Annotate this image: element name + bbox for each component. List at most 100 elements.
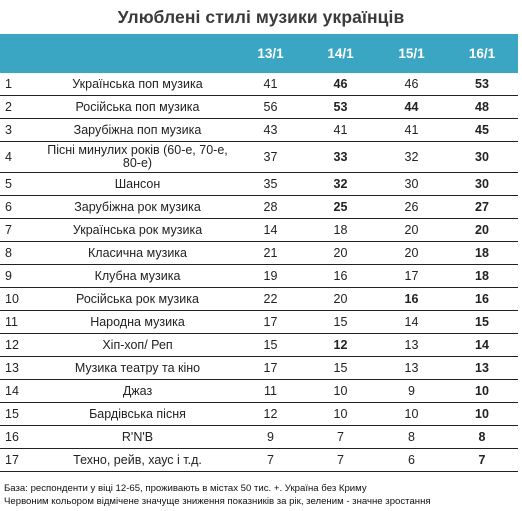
table-row: 8 Класична музика 21 20 20 18 [0, 241, 518, 265]
music-style-name: Класична музика [38, 241, 237, 265]
column-header: 16/1 [446, 34, 518, 73]
row-index: 14 [0, 379, 38, 403]
value-cell: 20 [377, 218, 446, 242]
row-index: 12 [0, 333, 38, 357]
row-index: 9 [0, 264, 38, 288]
value-cell: 20 [304, 287, 377, 311]
value-cell: 19 [237, 264, 304, 288]
value-cell: 26 [377, 195, 446, 219]
table-row: 16 R'N'B 9 7 8 8 [0, 425, 518, 449]
value-cell: 8 [377, 425, 446, 449]
value-cell: 32 [377, 141, 446, 173]
column-header: 14/1 [304, 34, 377, 73]
table-row: 3 Зарубіжна поп музика 43 41 41 45 [0, 118, 518, 142]
value-cell: 7 [446, 448, 518, 472]
value-cell: 56 [237, 95, 304, 119]
column-header: 13/1 [237, 34, 304, 73]
value-cell: 48 [446, 95, 518, 119]
value-cell: 41 [377, 118, 446, 142]
value-cell: 33 [304, 141, 377, 173]
table-row: 12 Хіп-хоп/ Реп 15 12 13 14 [0, 333, 518, 357]
row-index: 6 [0, 195, 38, 219]
value-cell: 37 [237, 141, 304, 173]
value-cell: 15 [304, 356, 377, 380]
table-row: 15 Бардівська пісня 12 10 10 10 [0, 402, 518, 426]
value-cell: 8 [446, 425, 518, 449]
music-style-name: Українська поп музика [38, 73, 237, 96]
value-cell: 22 [237, 287, 304, 311]
value-cell: 45 [446, 118, 518, 142]
value-cell: 15 [304, 310, 377, 334]
music-style-name: Джаз [38, 379, 237, 403]
value-cell: 41 [304, 118, 377, 142]
value-cell: 21 [237, 241, 304, 265]
music-style-name: Пісні минулих років (60-е, 70-е, 80-е) [38, 141, 237, 173]
music-style-name: Техно, рейв, хаус і т.д. [38, 448, 237, 472]
value-cell: 18 [446, 264, 518, 288]
footnote-legend: Червоним кольором відмічене значуще зниж… [4, 496, 431, 507]
value-cell: 35 [237, 172, 304, 196]
table-row: 14 Джаз 11 10 9 10 [0, 379, 518, 403]
music-style-name: Зарубіжна рок музика [38, 195, 237, 219]
value-cell: 25 [304, 195, 377, 219]
table-row: 4 Пісні минулих років (60-е, 70-е, 80-е) 3… [0, 141, 518, 173]
footnotes: База: респонденти у віці 12-65, проживаю… [4, 482, 520, 508]
value-cell: 15 [446, 310, 518, 334]
value-cell: 7 [304, 425, 377, 449]
value-cell: 30 [446, 141, 518, 173]
music-style-name: Російська рок музика [38, 287, 237, 311]
value-cell: 27 [446, 195, 518, 219]
value-cell: 30 [377, 172, 446, 196]
value-cell: 12 [237, 402, 304, 426]
row-index: 1 [0, 73, 38, 96]
value-cell: 13 [377, 356, 446, 380]
row-index: 5 [0, 172, 38, 196]
value-cell: 16 [446, 287, 518, 311]
table-row: 6 Зарубіжна рок музика 28 25 26 27 [0, 195, 518, 219]
value-cell: 10 [304, 402, 377, 426]
footnote-base: База: респонденти у віці 12-65, проживаю… [4, 483, 367, 494]
value-cell: 16 [377, 287, 446, 311]
value-cell: 46 [304, 73, 377, 96]
row-index: 17 [0, 448, 38, 472]
table-row: 7 Українська рок музика 14 18 20 20 [0, 218, 518, 242]
table-row: 13 Музика театру та кіно 17 15 13 13 [0, 356, 518, 380]
header-index [0, 34, 38, 73]
value-cell: 7 [304, 448, 377, 472]
music-style-name: Бардівська пісня [38, 402, 237, 426]
page-title: Улюблені стилі музики українців [117, 7, 405, 27]
value-cell: 46 [377, 73, 446, 96]
value-cell: 12 [304, 333, 377, 357]
value-cell: 14 [446, 333, 518, 357]
value-cell: 43 [237, 118, 304, 142]
value-cell: 10 [377, 402, 446, 426]
row-index: 10 [0, 287, 38, 311]
value-cell: 11 [237, 379, 304, 403]
value-cell: 9 [237, 425, 304, 449]
value-cell: 10 [446, 379, 518, 403]
row-index: 2 [0, 95, 38, 119]
table-row: 1 Українська поп музика 41 46 46 53 [0, 73, 518, 96]
value-cell: 18 [304, 218, 377, 242]
column-header: 15/1 [377, 34, 446, 73]
value-cell: 14 [377, 310, 446, 334]
row-index: 13 [0, 356, 38, 380]
music-style-name: Шансон [38, 172, 237, 196]
value-cell: 15 [237, 333, 304, 357]
value-cell: 17 [377, 264, 446, 288]
header-style [38, 34, 237, 73]
value-cell: 13 [377, 333, 446, 357]
music-style-name: Музика театру та кіно [38, 356, 237, 380]
row-index: 4 [0, 141, 38, 173]
table-row: 5 Шансон 35 32 30 30 [0, 172, 518, 196]
row-index: 3 [0, 118, 38, 142]
table-row: 17 Техно, рейв, хаус і т.д. 7 7 6 7 [0, 448, 518, 472]
music-style-name: Українська рок музика [38, 218, 237, 242]
value-cell: 10 [446, 402, 518, 426]
row-index: 16 [0, 425, 38, 449]
music-styles-table: 13/1 14/1 15/1 16/1 1 Українська поп музи… [0, 34, 518, 472]
value-cell: 14 [237, 218, 304, 242]
value-cell: 9 [377, 379, 446, 403]
value-cell: 44 [377, 95, 446, 119]
table-row: 9 Клубна музика 19 16 17 18 [0, 264, 518, 288]
